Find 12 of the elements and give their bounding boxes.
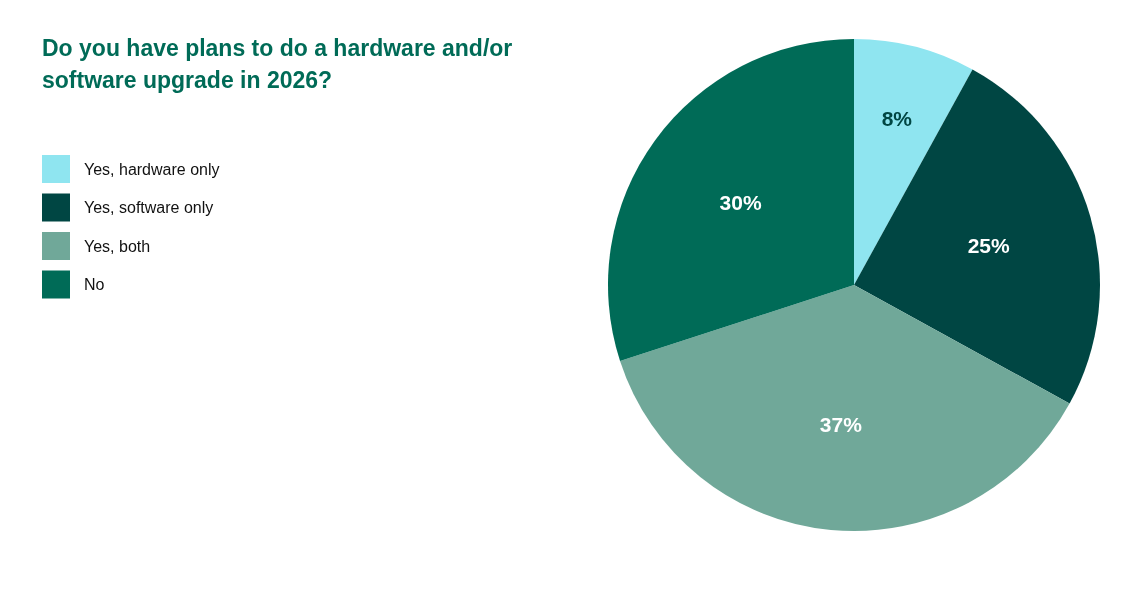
data-label: 30% [719, 190, 762, 214]
legend-label: Yes, software only [84, 199, 214, 217]
pie-slice [608, 39, 854, 362]
legend-label: Yes, both [84, 237, 151, 255]
legend-label: No [84, 276, 105, 294]
legend-label: Yes, hardware only [84, 160, 220, 178]
data-label: 8% [881, 106, 913, 130]
pie-slice [620, 285, 1070, 531]
text: Do you have plans to do a hardware and/or software upgrade in 2026? [42, 35, 513, 93]
data-label: 37% [819, 412, 863, 436]
pie-slice [854, 69, 1100, 404]
data-label: 25% [967, 234, 1010, 258]
